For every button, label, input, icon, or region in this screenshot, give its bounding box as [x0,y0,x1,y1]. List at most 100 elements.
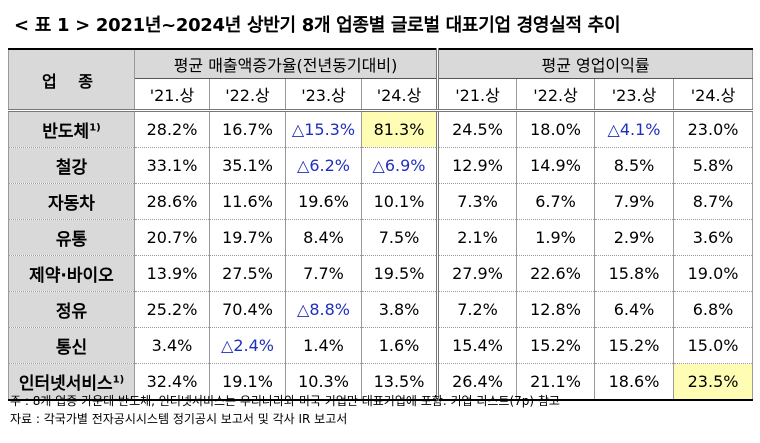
revenue-growth-cell: 32.4% [134,363,210,401]
operating-margin-cell: 14.9% [516,147,596,184]
footnotes: 주 : 8개 업종 가운데 반도체, 인터넷서비스는 우리나라와 미국 기업만 … [10,392,755,428]
sector-cell: 반도체1) [8,110,135,148]
operating-margin-cell: 24.5% [436,110,518,148]
operating-margin-cell: 15.4% [436,327,518,364]
sector-name: 자동차 [48,194,95,214]
table-row: 반도체1) 28.2% 16.7% △15.3% 81.3% 24.5% 18.0% △4.1… [8,110,754,148]
table-title: < 표 1 > 2021년~2024년 상반기 8개 업종별 글로벌 대표기업 … [14,15,621,36]
period-header: '21.상 [436,78,518,112]
table-row: 자동차 28.6% 11.6% 19.6% 10.1% 7.3% 6.7% 7.9% 8.7% [8,183,754,220]
table-row: 제약·바이오 13.9% 27.5% 7.7% 19.5% 27.9% 22.6% 15.8%… [8,255,754,292]
revenue-growth-cell: △2.4% [209,327,286,364]
revenue-growth-cell: 10.1% [360,183,439,220]
revenue-growth-cell: 19.7% [209,219,286,256]
operating-margin-cell: 15.8% [594,255,675,292]
period-header: '23.상 [594,78,675,112]
sector-name: 인터넷서비스 [18,374,113,394]
revenue-growth-cell: △6.9% [360,147,439,184]
operating-margin-cell: 3.6% [673,219,754,256]
operating-margin-cell: △4.1% [594,110,675,148]
operating-margin-cell: 26.4% [436,363,518,401]
operating-margin-cell: 15.2% [516,327,596,364]
sector-name: 정유 [55,302,88,322]
revenue-growth-cell: 3.4% [134,327,210,364]
period-header: '21.상 [134,78,210,112]
operating-margin-cell: 18.0% [516,110,596,148]
revenue-growth-cell: 13.5% [360,363,439,401]
sector-name: 철강 [55,158,88,178]
table-row: 정유 25.2% 70.4% △8.8% 3.8% 7.2% 12.8% 6.4% 6.8% [8,291,754,328]
performance-table: 업 종 평균 매출액증가율(전년동기대비) 평균 영업이익률 '21.상 '22… [8,48,754,401]
revenue-growth-cell: 11.6% [209,183,286,220]
table-row: 인터넷서비스1) 32.4% 19.1% 10.3% 13.5% 26.4% 21.1% 18… [8,363,754,401]
sector-name: 통신 [55,338,88,358]
operating-margin-cell: 6.8% [673,291,754,328]
revenue-growth-cell: 35.1% [209,147,286,184]
source-line: 자료 : 각국가별 전자공시시스템 정기공시 보고서 및 각사 IR 보고서 [10,412,348,426]
revenue-growth-cell: 70.4% [209,291,286,328]
revenue-growth-cell: △15.3% [285,110,362,148]
operating-margin-cell: 2.9% [594,219,675,256]
revenue-growth-cell: 19.1% [209,363,286,401]
revenue-growth-cell: 7.5% [360,219,439,256]
sector-cell: 인터넷서비스1) [8,363,135,401]
operating-margin-cell: 1.9% [516,219,596,256]
sector-cell: 통신 [8,327,135,364]
period-header: '23.상 [285,78,362,112]
sector-cell: 철강 [8,147,135,184]
revenue-growth-cell: 28.2% [134,110,210,148]
operating-margin-cell: 21.1% [516,363,596,401]
revenue-growth-cell: 16.7% [209,110,286,148]
revenue-growth-cell: 19.6% [285,183,362,220]
revenue-growth-cell: 81.3% [360,110,439,148]
table-row: 철강 33.1% 35.1% △6.2% △6.9% 12.9% 14.9% 8.5% 5.8% [8,147,754,184]
table-body: 반도체1) 28.2% 16.7% △15.3% 81.3% 24.5% 18.0% △4.1… [8,110,754,401]
revenue-growth-cell: 28.6% [134,183,210,220]
operating-margin-cell: 12.9% [436,147,518,184]
operating-margin-cell: 7.9% [594,183,675,220]
note-line: 주 : 8개 업종 가운데 반도체, 인터넷서비스는 우리나라와 미국 기업만 … [10,394,560,408]
revenue-growth-cell: 3.8% [360,291,439,328]
revenue-growth-cell: 8.4% [285,219,362,256]
revenue-growth-cell: 13.9% [134,255,210,292]
operating-margin-cell: 15.0% [673,327,754,364]
operating-margin-cell: 6.4% [594,291,675,328]
operating-margin-header: 평균 영업이익률 [436,48,754,79]
revenue-growth-cell: 25.2% [134,291,210,328]
period-header: '22.상 [516,78,596,112]
sector-cell: 유통 [8,219,135,256]
operating-margin-cell: 5.8% [673,147,754,184]
period-header: '24.상 [673,78,754,112]
period-header: '24.상 [360,78,439,112]
table-row: 유통 20.7% 19.7% 8.4% 7.5% 2.1% 1.9% 2.9% 3.6% [8,219,754,256]
operating-margin-cell: 2.1% [436,219,518,256]
revenue-growth-cell: 19.5% [360,255,439,292]
revenue-growth-cell: △8.8% [285,291,362,328]
footnote-marker: 1) [89,122,101,134]
operating-margin-cell: 8.7% [673,183,754,220]
table-row: 통신 3.4% △2.4% 1.4% 1.6% 15.4% 15.2% 15.2% 15.0% [8,327,754,364]
operating-margin-cell: 12.8% [516,291,596,328]
operating-margin-cell: 22.6% [516,255,596,292]
revenue-growth-cell: 27.5% [209,255,286,292]
operating-margin-cell: 23.0% [673,110,754,148]
revenue-growth-cell: 1.4% [285,327,362,364]
sector-cell: 제약·바이오 [8,255,135,292]
operating-margin-cell: 15.2% [594,327,675,364]
revenue-growth-cell: △6.2% [285,147,362,184]
sector-cell: 정유 [8,291,135,328]
revenue-growth-header: 평균 매출액증가율(전년동기대비) [133,48,439,79]
footnote-marker: 1) [112,374,125,386]
revenue-growth-cell: 20.7% [134,219,210,256]
sector-name: 제약·바이오 [29,266,114,286]
revenue-growth-cell: 1.6% [360,327,439,364]
sector-name: 유통 [55,230,88,250]
operating-margin-cell: 7.2% [436,291,518,328]
revenue-growth-cell: 7.7% [285,255,362,292]
sector-name: 반도체 [42,122,90,142]
operating-margin-cell: 6.7% [516,183,596,220]
operating-margin-cell: 23.5% [673,363,754,401]
operating-margin-cell: 7.3% [436,183,518,220]
revenue-growth-cell: 33.1% [134,147,210,184]
period-header: '22.상 [209,78,286,112]
